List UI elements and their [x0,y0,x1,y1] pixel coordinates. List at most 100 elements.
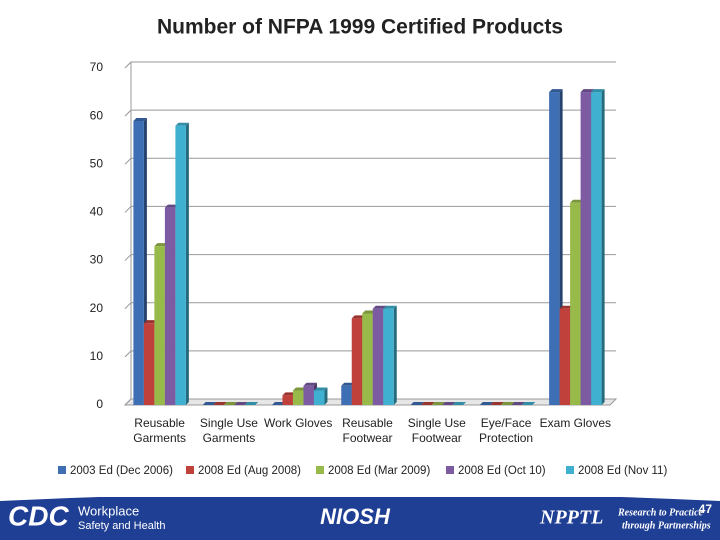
legend-label: 2008 Ed (Oct 10) [458,465,546,477]
footer-logo: CDC [8,500,69,531]
bar-top [580,89,595,93]
grid-line [124,302,616,310]
bar [383,308,394,405]
y-tick-label: 40 [90,205,104,219]
grid-line [124,350,616,358]
legend-swatch [186,466,194,474]
bar-top [410,402,425,405]
x-tick-label: Reusable Footwear [342,416,393,445]
y-tick-label: 10 [90,349,104,363]
bar [580,92,592,406]
bar [175,125,186,406]
bar [570,202,581,405]
x-tick-label: Exam Gloves [539,416,612,430]
bar-top [282,392,296,396]
bar-top [490,402,504,405]
legend-swatch [446,466,454,474]
bar-top [175,122,189,126]
bar-top [292,387,307,391]
bar [133,120,144,405]
bar-top [341,382,355,386]
bar [292,390,304,405]
chart-title: Number of NFPA 1999 Certified Products [157,16,563,39]
bar-side [393,305,397,405]
footer-logo-line: Workplace [78,503,139,518]
bar-top [313,387,328,391]
bar [164,207,176,405]
footer-niosh: NIOSH [320,504,391,529]
bar-top [271,402,286,405]
bar-top [570,199,584,203]
bar-top [479,402,494,405]
bar-top [442,402,456,405]
bar-top [431,402,446,405]
legend-label: 2008 Ed (Nov 11) [578,465,667,477]
y-tick-label: 70 [90,60,104,74]
bar [313,390,325,405]
bar-top [452,402,467,405]
bar-side [324,387,328,405]
footer-logo-line: Safety and Health [78,520,165,532]
bar-top [351,315,366,319]
x-tick-label: Work Gloves [263,416,333,430]
bar [282,395,293,405]
legend-swatch [58,466,66,474]
grid-line [124,205,616,213]
bar-top [133,117,147,121]
page-number: 47 [699,502,713,516]
y-tick-label: 0 [96,397,103,411]
legend-label: 2008 Ed (Aug 2008) [198,465,301,477]
y-tick-label: 60 [90,108,104,122]
legend-swatch [566,466,574,474]
bar-top [154,243,168,247]
legend-label: 2003 Ed (Dec 2006) [70,465,173,477]
legend-label: 2008 Ed (Mar 2009) [328,465,430,477]
bar [591,92,602,406]
x-tick-label: Reusable Garments [133,416,186,445]
bar-top [372,305,387,309]
bar-top [303,382,317,386]
x-tick-label: Eye/Face Protection [479,416,534,445]
grid-line [124,254,616,261]
bar-top [362,310,376,314]
bar-top [213,402,227,405]
footer-npptl: NPPTL [539,507,603,529]
x-tick-label: Single Use Garments [199,416,258,445]
grid-line [124,109,616,117]
bar [143,323,155,405]
legend-swatch [316,466,324,474]
bar [351,318,363,405]
bar-top [521,402,536,405]
bar-top [234,402,248,405]
bar-top [143,320,158,324]
bar-top [559,305,574,309]
bar-top [511,402,525,405]
x-tick-label: Single Use Footwear [407,416,466,445]
footer-band [0,497,720,540]
y-tick-label: 30 [90,253,104,267]
footer-curve [0,487,720,501]
grid-line [124,61,616,69]
bar [362,313,373,405]
y-tick-label: 20 [90,301,104,315]
bar-top [591,89,605,93]
y-tick-label: 50 [90,156,104,170]
bar-side [185,122,189,406]
bar-top [202,402,217,405]
bar [154,246,165,405]
grid-line [124,398,616,406]
bar [372,308,384,405]
bar-top [383,305,397,309]
bar-top [223,402,238,405]
bar-top [164,204,179,208]
bar-top [549,89,563,93]
bar [303,385,314,405]
bar-top [421,402,435,405]
bar-top [500,402,515,405]
footer-tagline: Research to Practice [617,507,704,518]
bar [549,92,560,406]
bar-top [244,402,259,405]
bar-side [601,89,605,406]
